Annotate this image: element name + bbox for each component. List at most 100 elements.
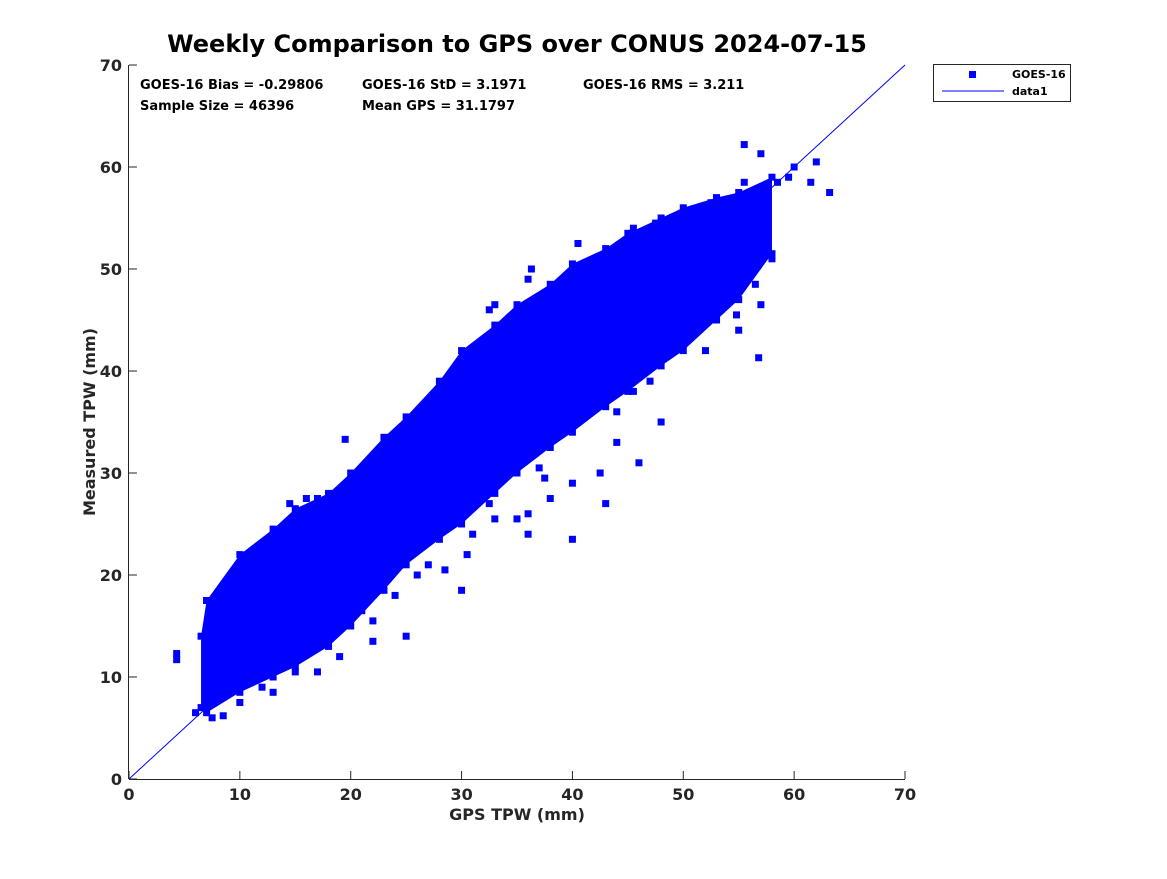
scatter-point	[369, 637, 377, 645]
scatter-point	[369, 617, 377, 625]
scatter-point	[574, 240, 582, 247]
scatter-point	[219, 712, 227, 720]
scatter-point	[491, 321, 499, 329]
scatter-point	[291, 505, 299, 513]
scatter-point	[735, 326, 743, 334]
scatter-point	[685, 306, 693, 314]
legend-box	[933, 64, 1071, 102]
scatter-point	[812, 158, 820, 166]
scatter-point	[602, 321, 610, 329]
scatter-point	[535, 464, 543, 472]
x-tick-label: 40	[561, 785, 583, 804]
scatter-point	[768, 250, 776, 258]
scatter-point	[336, 653, 344, 661]
scatter-point	[713, 316, 721, 324]
scatter-point	[380, 433, 388, 441]
scatter-point	[236, 699, 244, 706]
scatter-point	[527, 265, 535, 273]
scatter-point	[502, 367, 510, 375]
scatter-dense-core	[201, 177, 772, 713]
scatter-point	[785, 173, 793, 181]
legend-marker-goes16	[969, 71, 976, 78]
scatter-point	[568, 535, 576, 543]
x-tick-label: 70	[894, 785, 916, 804]
scatter-point	[458, 347, 466, 355]
scatter-point	[524, 530, 532, 538]
scatter-point	[330, 612, 338, 620]
scatter-point	[657, 214, 665, 222]
scatter-point	[685, 209, 693, 217]
scatter-point	[668, 326, 676, 334]
y-axis-label: Measured TPW (mm)	[80, 328, 99, 516]
scatter-point	[707, 199, 715, 207]
scatter-point	[713, 194, 721, 202]
scatter-point	[424, 403, 432, 411]
scatter-point	[192, 709, 200, 717]
scatter-point	[463, 551, 471, 559]
scatter-point	[751, 280, 759, 288]
legend: GOES-16 data1	[933, 64, 1071, 102]
scatter-point	[602, 403, 610, 411]
scatter-point	[580, 398, 588, 406]
scatter-point	[546, 495, 554, 502]
scatter-point	[402, 561, 410, 569]
plot-area	[128, 64, 906, 780]
scatter-point	[358, 469, 366, 477]
scatter-point	[635, 459, 643, 467]
scatter-point	[757, 301, 765, 309]
scatter-point	[755, 354, 763, 362]
scatter-point	[596, 469, 604, 477]
scatter-point	[173, 650, 181, 658]
scatter-point	[225, 622, 233, 630]
scatter-point	[247, 551, 255, 559]
y-tick-label: 70	[100, 56, 122, 75]
scatter-point	[613, 438, 621, 446]
stat-bias: GOES-16 Bias = -0.29806	[140, 78, 323, 93]
y-tick-label: 0	[111, 770, 122, 789]
scatter-point	[458, 586, 466, 594]
x-tick-label: 10	[229, 785, 251, 804]
scatter-point	[203, 597, 211, 604]
stat-rms: GOES-16 RMS = 3.211	[583, 78, 744, 93]
y-tick-label: 10	[100, 668, 122, 687]
scatter-point	[613, 408, 621, 416]
scatter-point	[807, 178, 815, 186]
x-tick-label: 50	[672, 785, 694, 804]
scatter-point	[214, 653, 222, 661]
scatter-point	[474, 382, 482, 390]
scatter-point	[568, 428, 576, 436]
stat-sample-size: Sample Size = 46396	[140, 99, 294, 114]
scatter-point	[173, 656, 181, 664]
legend-label-data1: data1	[1012, 85, 1048, 98]
y-tick-label: 40	[100, 362, 122, 381]
scatter-point	[640, 245, 648, 253]
scatter-point	[208, 714, 216, 722]
scatter-point	[541, 474, 549, 482]
scatter-point	[513, 301, 521, 309]
scatter-point	[826, 189, 834, 196]
scatter-point	[657, 362, 665, 370]
scatter-point	[732, 311, 740, 319]
scatter-point	[657, 336, 665, 344]
scatter-point	[391, 591, 399, 599]
scatter-point	[269, 525, 277, 533]
scatter-point	[197, 704, 205, 712]
scatter-point	[629, 387, 637, 395]
scatter-point	[563, 393, 571, 400]
scatter-point	[629, 224, 637, 232]
stat-mean-gps: Mean GPS = 31.1797	[362, 99, 515, 114]
scatter-point	[591, 306, 599, 314]
scatter-point	[701, 285, 709, 293]
scatter-point	[386, 459, 394, 467]
scatter-point	[646, 377, 654, 385]
scatter-point	[402, 632, 410, 640]
scatter-point	[652, 219, 660, 227]
scatter-point	[546, 280, 554, 288]
scatter-point	[236, 551, 244, 559]
x-axis-label: GPS TPW (mm)	[449, 805, 585, 824]
reference-line-data1	[128, 64, 906, 780]
scatter-point	[713, 255, 721, 263]
y-tick-label: 50	[100, 260, 122, 279]
scatter-point	[325, 489, 333, 497]
